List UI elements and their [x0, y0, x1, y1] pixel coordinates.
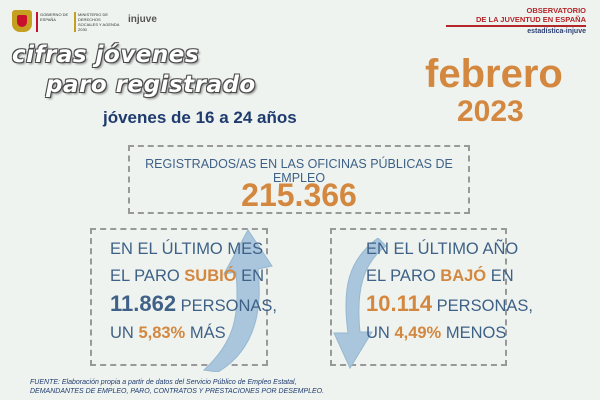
- source-note: FUENTE: Elaboración propia a partir de d…: [30, 378, 324, 396]
- arrow-up-icon: [202, 229, 273, 372]
- source-line2: DEMANDANTES DE EMPLEO, PARO, CONTRATOS Y…: [30, 388, 325, 395]
- monthly-direction: SUBIÓ: [184, 267, 237, 285]
- period-year: 2023: [457, 95, 524, 128]
- arrow-down-icon: [333, 238, 386, 370]
- coat-of-arms-icon: [12, 10, 32, 32]
- subtitle: jóvenes de 16 a 24 años: [103, 108, 297, 127]
- yearly-box: [330, 228, 507, 366]
- registered-box: REGISTRADOS/AS EN LAS OFICINAS PÚBLICAS …: [128, 145, 470, 214]
- injuve-logo: injuve: [128, 14, 157, 25]
- yearly-direction: BAJÓ: [440, 267, 487, 285]
- monthly-trend-word: MÁS: [189, 324, 226, 342]
- ministry-text: MINISTERIO DE DERECHOS SOCIALES Y AGENDA…: [78, 12, 120, 32]
- yearly-trend-word: MENOS: [445, 324, 507, 342]
- divider: [74, 12, 76, 32]
- observatory-logo: OBSERVATORIO DE LA JUVENTUD EN ESPAÑA es…: [446, 6, 586, 35]
- gov-text: GOBIERNO DE ESPAÑA: [40, 12, 69, 22]
- yearly-text: EN EL ÚLTIMO AÑO EL PARO BAJÓ EN 10.114 …: [366, 236, 533, 347]
- divider: [446, 25, 586, 27]
- period-month: febrero: [425, 52, 563, 96]
- monthly-line2-suffix: EN: [241, 267, 265, 285]
- yearly-amount: 10.114: [366, 291, 433, 316]
- observatory-line3: estadística-injuve: [527, 28, 586, 35]
- yearly-percent: 4,49%: [394, 324, 442, 342]
- yearly-line1: EN EL ÚLTIMO AÑO: [366, 240, 519, 258]
- monthly-line2-prefix: EL PARO: [110, 267, 180, 285]
- page-title: cifras jóvenes paro registrado: [12, 40, 256, 100]
- observatory-line1: OBSERVATORIO: [526, 6, 586, 15]
- registered-label: REGISTRADOS/AS EN LAS OFICINAS PÚBLICAS …: [145, 157, 453, 185]
- government-logos: GOBIERNO DE ESPAÑA MINISTERIO DE DERECHO…: [12, 10, 172, 36]
- divider: [36, 12, 38, 32]
- yearly-un: UN: [366, 324, 390, 342]
- yearly-persons: PERSONAS,: [436, 297, 533, 315]
- monthly-amount: 11.862: [110, 291, 177, 316]
- monthly-persons: PERSONAS,: [180, 297, 277, 315]
- source-line1: FUENTE: Elaboración propia a partir de d…: [30, 379, 297, 386]
- monthly-line1: EN EL ÚLTIMO MES: [110, 240, 264, 258]
- yearly-line2-prefix: EL PARO: [366, 267, 436, 285]
- observatory-line2: DE LA JUVENTUD EN ESPAÑA: [475, 15, 586, 24]
- monthly-percent: 5,83%: [138, 324, 186, 342]
- yearly-line2-suffix: EN: [490, 267, 514, 285]
- monthly-un: UN: [110, 324, 134, 342]
- title-line2: paro registrado: [46, 72, 256, 98]
- title-line1: cifras jóvenes: [12, 42, 200, 68]
- registered-value: 215.366: [241, 177, 357, 213]
- monthly-text: EN EL ÚLTIMO MES EL PARO SUBIÓ EN 11.862…: [110, 236, 277, 347]
- monthly-box: [90, 228, 268, 366]
